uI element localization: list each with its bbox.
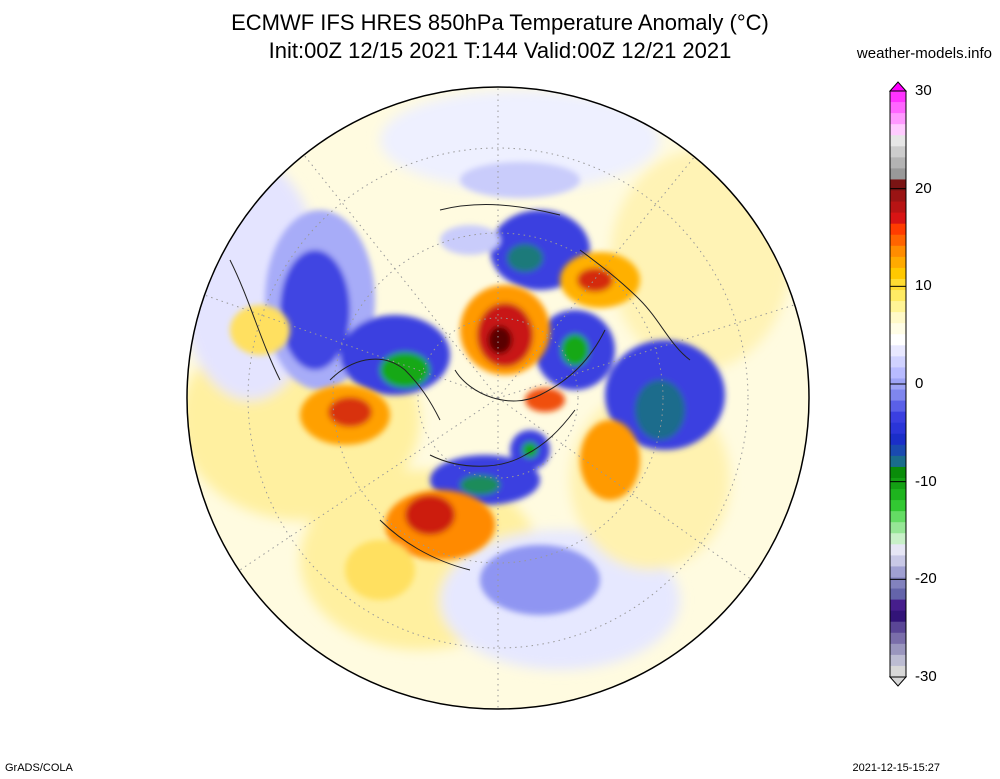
colorbar-swatch: [890, 511, 906, 523]
colorbar-swatch: [890, 433, 906, 446]
colorbar-swatch: [890, 256, 906, 269]
colorbar-swatch: [890, 665, 906, 678]
colorbar-swatch: [890, 621, 906, 634]
colorbar-swatch: [890, 168, 906, 180]
chart-title: ECMWF IFS HRES 850hPa Temperature Anomal…: [231, 10, 769, 35]
colorbar-swatch: [890, 290, 906, 302]
colorbar-swatch: [890, 301, 906, 313]
colorbar-swatch: [890, 533, 906, 545]
colorbar-swatch: [890, 599, 906, 612]
colorbar-swatch: [890, 345, 906, 357]
colorbar-swatch: [890, 113, 906, 125]
colorbar-swatch: [890, 555, 906, 567]
colorbar-swatch: [890, 477, 906, 490]
colorbar-swatch: [890, 654, 906, 667]
colorbar-swatch: [890, 489, 906, 501]
colorbar-tick-label: -30: [915, 668, 937, 685]
colorbar-swatch: [890, 245, 906, 258]
colorbar-swatch: [890, 577, 906, 590]
colorbar-tick-label: -20: [915, 570, 937, 588]
colorbar-bottom-arrow: [888, 676, 908, 687]
colorbar-swatch: [890, 201, 906, 214]
colorbar-swatch: [890, 157, 906, 169]
colorbar-swatch: [890, 522, 906, 534]
colorbar-swatch: [890, 422, 906, 435]
colorbar-tick-label: 0: [915, 375, 924, 392]
chart-subtitle: Init:00Z 12/15 2021 T:144 Valid:00Z 12/2…: [268, 38, 732, 63]
colorbar-swatch: [890, 146, 906, 158]
colorbar-swatch: [890, 278, 906, 291]
colorbar-swatch: [890, 312, 906, 324]
colorbar-swatch: [890, 632, 906, 645]
colorbar-swatch: [890, 466, 906, 479]
colorbar-tick-label: 20: [915, 179, 932, 197]
timestamp: 2021-12-15-15:27: [852, 762, 940, 774]
colorbar-tick-label: -10: [915, 472, 937, 490]
anomaly-field: [187, 87, 809, 709]
colorbar-swatch: [890, 389, 906, 402]
software-credit: GrADS/COLA: [5, 762, 73, 774]
colorbar-swatch: [890, 223, 906, 236]
colorbar-swatch: [890, 135, 906, 147]
colorbar-swatch: [890, 455, 906, 468]
colorbar-swatch: [890, 234, 906, 247]
graticule: [189, 87, 809, 709]
colorbar-swatch: [890, 267, 906, 280]
source-site-label: weather-models.info: [856, 45, 992, 62]
coastlines: [229, 204, 691, 571]
map-boundary: [186, 86, 810, 710]
colorbar-top-arrow: [888, 81, 908, 92]
colorbar-swatch: [890, 444, 906, 457]
colorbar-swatch: [890, 212, 906, 225]
colorbar-swatch: [890, 323, 906, 335]
colorbar-swatch: [890, 610, 906, 623]
colorbar-swatch: [890, 91, 906, 103]
colorbar-swatch: [890, 356, 906, 368]
colorbar-swatch: [890, 124, 906, 136]
colorbar-tick-label: 30: [915, 82, 932, 99]
colorbar-swatch: [890, 588, 906, 601]
colorbar-tick-label: 10: [915, 277, 932, 295]
colorbar-swatch: [890, 400, 906, 413]
colorbar-swatch: [890, 190, 906, 203]
colorbar-swatch: [890, 411, 906, 424]
colorbar-swatch: [890, 367, 906, 379]
colorbar-swatch: [890, 643, 906, 656]
colorbar-swatch: [890, 179, 906, 192]
colorbar-swatch: [890, 102, 906, 114]
colorbar-swatch: [890, 566, 906, 578]
colorbar-swatch: [890, 544, 906, 556]
colorbar-swatch: [890, 334, 906, 346]
colorbar-swatch: [890, 500, 906, 512]
